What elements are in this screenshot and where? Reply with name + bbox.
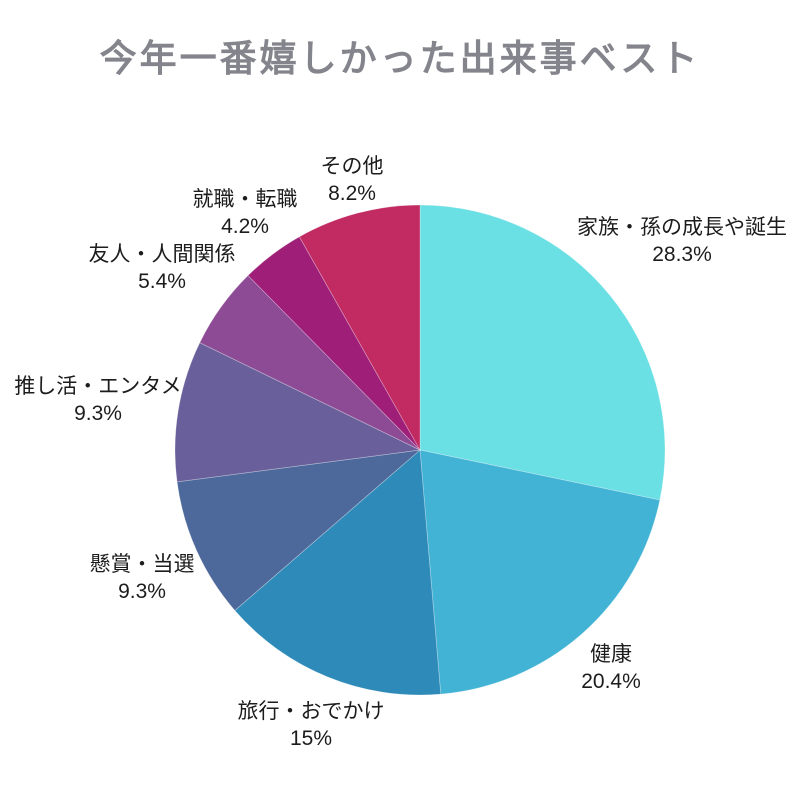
pie-slice-2 [234,449,442,695]
slice-name: その他 [320,155,384,178]
pie-svg [175,205,665,695]
slice-name: 就職・転職 [192,188,298,211]
slice-percent: 20.4% [581,670,641,693]
slice-percent: 9.3% [118,580,166,603]
label-health: 健康 20.4% [581,641,641,695]
pie-slice-0 [419,205,665,501]
slice-name: 推し活・エンタメ [14,375,182,398]
page-title: 今年一番嬉しかった出来事ベスト [99,39,701,80]
slice-percent: 5.4% [138,270,186,293]
pie-slice-4 [175,342,422,483]
slice-percent: 9.3% [74,402,122,425]
slice-name: 健康 [589,643,632,666]
pie-slice-5 [199,275,421,451]
label-family-growth: 家族・孫の成長や誕生 28.3% [577,214,787,268]
pie-slice-6 [247,236,421,451]
pie-slice-3 [176,449,422,611]
slice-percent: 8.2% [328,182,376,205]
slice-name: 懸賞・当選 [89,553,195,576]
slice-percent: 28.3% [652,243,712,266]
slice-name: 友人・人間関係 [88,243,236,266]
pie-slice-1 [419,449,661,695]
slice-percent: 4.2% [221,215,269,238]
label-prize-winning: 懸賞・当選 9.3% [90,551,195,605]
slice-percent: 15% [289,727,333,750]
label-fandom-entertainment: 推し活・エンタメ 9.3% [14,373,181,427]
slice-name: 家族・孫の成長や誕生 [577,216,787,239]
pie-slice-7 [298,205,421,452]
label-employment-jobchange: 就職・転職 4.2% [193,186,298,240]
label-travel-outing: 旅行・おでかけ 15% [238,698,385,752]
pie-chart [175,205,665,695]
label-friends-relationships: 友人・人間関係 5.4% [89,241,236,295]
label-other: その他 8.2% [321,153,384,207]
slice-name: 旅行・おでかけ [237,700,385,723]
